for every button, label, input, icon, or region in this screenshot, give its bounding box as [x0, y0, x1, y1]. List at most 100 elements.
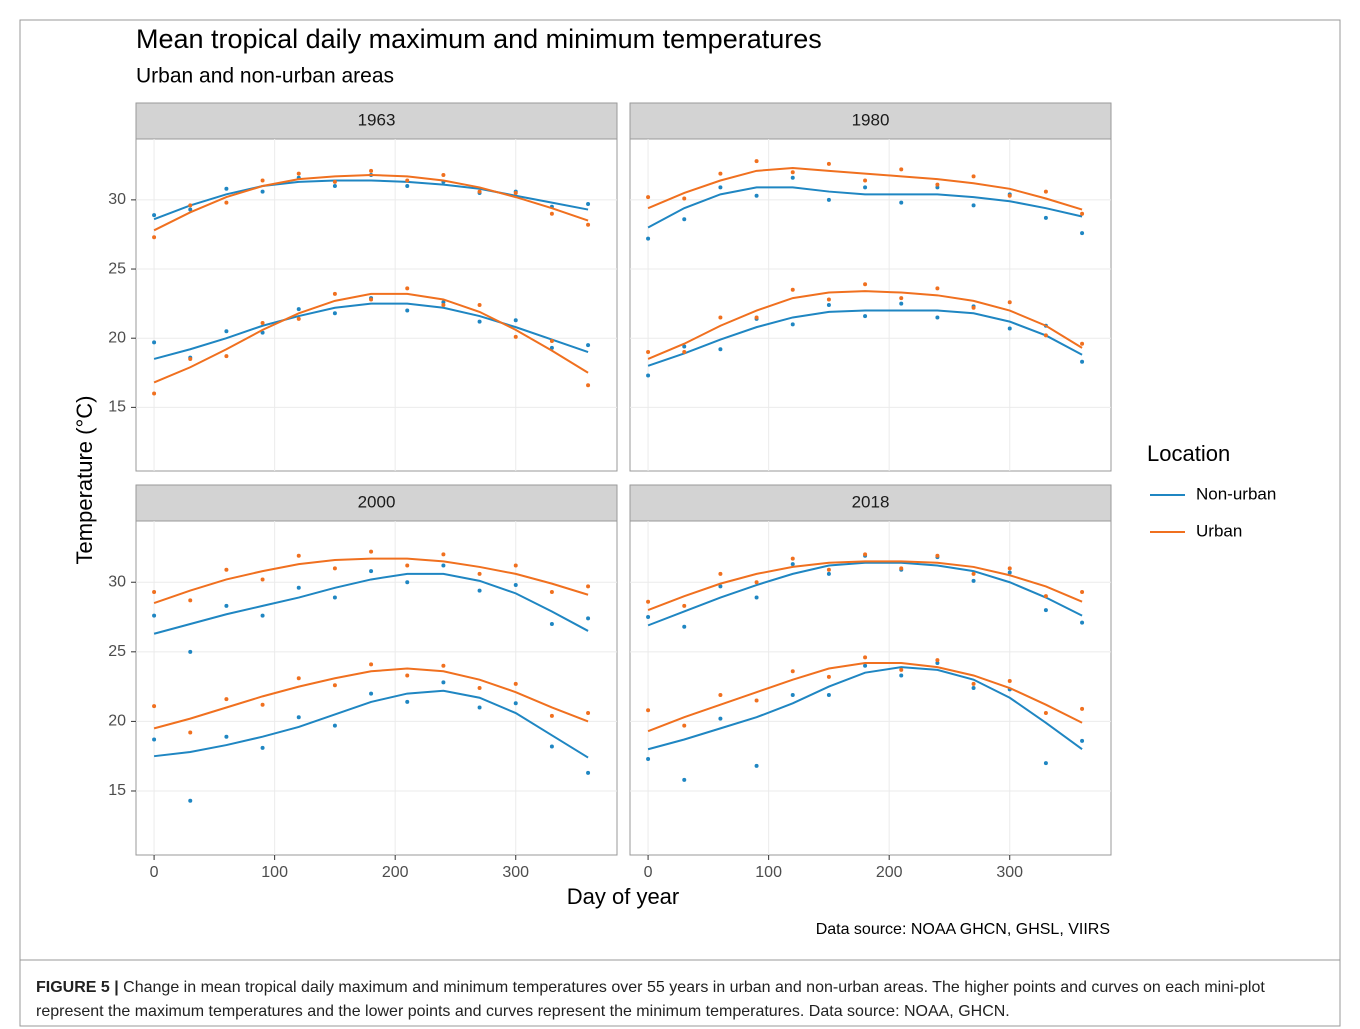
data-point: [586, 383, 591, 388]
data-point: [790, 287, 795, 292]
data-point: [405, 286, 410, 291]
data-point: [682, 217, 687, 222]
data-point: [682, 777, 687, 782]
data-point: [1043, 594, 1048, 599]
data-point: [971, 571, 976, 576]
data-point: [224, 186, 229, 191]
data-point: [296, 316, 301, 321]
data-point: [754, 193, 759, 198]
data-point: [549, 211, 554, 216]
data-point: [790, 322, 795, 327]
data-point: [826, 161, 831, 166]
data-point: [682, 624, 687, 629]
data-point: [152, 589, 157, 594]
data-point: [260, 330, 265, 335]
data-point: [826, 567, 831, 572]
data-point: [296, 553, 301, 558]
data-point: [935, 658, 940, 663]
data-point: [549, 589, 554, 594]
data-point: [152, 340, 157, 345]
x-axis-label: Day of year: [567, 884, 680, 909]
data-point: [1043, 761, 1048, 766]
data-point: [754, 315, 759, 320]
fit-curve: [647, 167, 1083, 211]
data-point: [1007, 193, 1012, 198]
data-point: [863, 663, 868, 668]
data-point: [549, 345, 554, 350]
data-point: [646, 373, 651, 378]
data-point: [718, 692, 723, 697]
data-point: [790, 562, 795, 567]
data-point: [296, 171, 301, 176]
data-point: [152, 235, 157, 240]
data-point: [332, 311, 337, 316]
data-point: [188, 798, 193, 803]
data-point: [224, 697, 229, 702]
data-point: [1080, 738, 1085, 743]
data-point: [682, 196, 687, 201]
data-point: [513, 190, 518, 195]
strip-label: 1980: [852, 110, 890, 129]
data-point: [1043, 189, 1048, 194]
data-point: [586, 711, 591, 716]
data-point: [441, 172, 446, 177]
data-point: [260, 577, 265, 582]
data-point: [826, 303, 831, 307]
data-point: [826, 197, 831, 202]
data-point: [1007, 679, 1012, 684]
data-point: [935, 315, 940, 320]
data-point: [971, 174, 976, 179]
data-point: [971, 578, 976, 583]
data-point: [441, 563, 446, 568]
data-point: [718, 315, 723, 320]
data-point: [899, 667, 904, 672]
data-point: [477, 319, 482, 324]
fit-curve: [647, 560, 1083, 612]
data-point: [477, 571, 482, 576]
data-point: [224, 200, 229, 205]
data-point: [369, 662, 374, 667]
data-point: [1007, 326, 1012, 331]
x-tick-label: 100: [261, 864, 288, 881]
data-point: [260, 178, 265, 183]
data-point: [152, 391, 157, 396]
strip: [629, 484, 1112, 522]
panel: [629, 138, 1112, 472]
data-point: [405, 308, 410, 313]
x-tick-label: 300: [996, 864, 1023, 881]
data-point: [188, 730, 193, 735]
y-axis-label: Temperature (°C): [72, 396, 97, 565]
fit-curve: [647, 561, 1083, 627]
fit-curve: [153, 667, 589, 730]
data-point: [441, 300, 446, 305]
data-point: [935, 286, 940, 291]
data-point: [332, 179, 337, 184]
data-point: [1043, 333, 1048, 338]
data-point: [296, 307, 301, 312]
data-point: [899, 673, 904, 678]
strip: [135, 484, 618, 522]
chart-title: Mean tropical daily maximum and minimum …: [136, 24, 822, 54]
data-point: [899, 296, 904, 301]
data-point: [405, 563, 410, 568]
x-tick-label: 200: [382, 864, 409, 881]
data-point: [513, 583, 518, 588]
x-tick-label: 0: [644, 864, 653, 881]
data-point: [224, 567, 229, 572]
data-point: [441, 303, 446, 307]
data-point: [405, 580, 410, 585]
legend-label: Non-urban: [1196, 484, 1276, 503]
data-point: [1007, 300, 1012, 305]
data-point: [586, 770, 591, 775]
data-point: [513, 334, 518, 339]
y-tick-label: 30: [108, 573, 126, 590]
x-tick-label: 0: [150, 864, 159, 881]
data-point: [1080, 706, 1085, 711]
fit-curve: [153, 557, 589, 605]
data-point: [549, 621, 554, 626]
data-point: [441, 663, 446, 668]
x-tick-label: 300: [502, 864, 529, 881]
data-point: [863, 655, 868, 660]
data-point: [188, 203, 193, 208]
